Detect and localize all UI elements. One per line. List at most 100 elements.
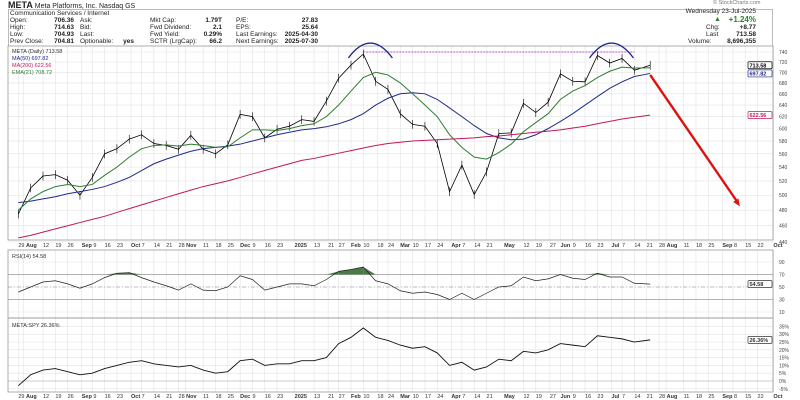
x-tick-label: 15 <box>745 394 751 400</box>
rsi-tag: 54.58 <box>750 282 764 288</box>
x-tick-label: 11 <box>203 243 209 249</box>
price-tag-box <box>747 69 773 78</box>
y-tick-label: 440 <box>779 240 788 246</box>
legend-item: MA(200) 622.56 <box>12 63 51 69</box>
field-label: Last Earnings: <box>236 31 278 38</box>
field-value: 704.81 <box>54 38 74 45</box>
x-tick-label: 14 <box>154 394 160 400</box>
y-tick-label: 50 <box>779 285 785 291</box>
x-tick-label: Feb <box>351 243 361 249</box>
x-tick-label: 10 <box>363 394 369 400</box>
relative-line <box>18 327 651 387</box>
x-tick-label: Apr <box>451 394 461 400</box>
x-tick-label: Sep <box>722 394 733 400</box>
x-tick-label: 9 <box>252 243 255 249</box>
x-tick-label: Jul <box>611 394 619 400</box>
x-tick-label: 22 <box>758 394 764 400</box>
field-label: Low: <box>10 31 24 38</box>
x-tick-label: 22 <box>758 243 764 249</box>
x-tick-label: 24 <box>437 243 443 249</box>
field-label: P/E: <box>236 17 249 24</box>
y-tick-label: 720 <box>779 60 788 66</box>
x-tick-label: Oct <box>773 243 782 249</box>
legend-item: META (Daily) 713.58 <box>12 49 62 55</box>
relative-tag: 26.36% <box>750 338 769 344</box>
price-series-3 <box>18 66 651 211</box>
field-value: 0.29% <box>203 31 222 38</box>
x-tick-label: Sep <box>722 243 733 249</box>
x-tick-label: 14 <box>634 394 640 400</box>
x-tick-label: May <box>504 243 516 249</box>
y-tick-label: 0% <box>779 379 787 385</box>
x-tick-label: 10 <box>363 243 369 249</box>
x-tick-label: 18 <box>377 394 383 400</box>
y-tick-label: 560 <box>779 152 788 158</box>
x-tick-label: 9 <box>573 243 576 249</box>
x-tick-label: Dec <box>240 394 250 400</box>
y-tick-label: 660 <box>779 92 788 98</box>
x-tick-label: 18 <box>377 243 383 249</box>
panel-border <box>7 317 774 393</box>
x-tick-label: 18 <box>696 394 702 400</box>
legend-item: EMA(21) 708.72 <box>12 70 52 76</box>
x-tick-label: 14 <box>474 243 480 249</box>
field-label: Open: <box>10 17 28 24</box>
y-tick-label: 25% <box>779 340 790 346</box>
field-label: Prev Close: <box>10 38 44 45</box>
field-label: Next Earnings: <box>236 38 279 45</box>
y-tick-label: 460 <box>779 224 788 230</box>
last-label: Last <box>706 31 719 38</box>
x-tick-label: 16 <box>105 243 111 249</box>
x-tick-label: 27 <box>550 243 556 249</box>
x-tick-label: 23 <box>277 243 283 249</box>
y-tick-label: 10% <box>779 363 790 369</box>
x-tick-label: 7 <box>462 243 465 249</box>
x-tick-label: 9 <box>93 394 96 400</box>
x-tick-label: 2025 <box>295 394 307 400</box>
arrow-head-icon <box>733 198 740 207</box>
x-tick-label: 25 <box>708 243 714 249</box>
panel-border <box>7 249 774 319</box>
x-tick-label: Aug <box>26 243 37 249</box>
x-tick-label: 15 <box>745 243 751 249</box>
x-tick-label: 24 <box>388 394 394 400</box>
field-label: Optionable: <box>80 38 114 45</box>
field-value: 1.79T <box>205 17 222 24</box>
x-tick-label: 27 <box>550 394 556 400</box>
field-value: 27.83 <box>301 17 318 24</box>
field-value: 25.64 <box>301 24 318 31</box>
x-tick-label: 23 <box>277 394 283 400</box>
field-value: yes <box>123 38 134 45</box>
x-tick-label: 12 <box>43 394 49 400</box>
rsi-tag-box <box>747 280 773 288</box>
y-tick-label: 70 <box>779 273 785 279</box>
x-tick-label: Aug <box>667 394 678 400</box>
rsi-legend: RSI(14) 54.58 <box>12 254 46 260</box>
x-tick-label: 8 <box>734 394 737 400</box>
x-tick-label: 12 <box>43 243 49 249</box>
x-tick-label: 14 <box>474 394 480 400</box>
y-tick-label: 680 <box>779 81 788 87</box>
exchange: Nasdaq GS <box>99 3 136 10</box>
price-tag: 622.56 <box>750 113 767 119</box>
x-tick-label: Jun <box>560 243 570 249</box>
field-label: EPS: <box>236 24 251 31</box>
top-arc <box>347 42 393 59</box>
company-name: Meta Platforms, Inc. <box>34 3 98 10</box>
field-value: 2025-04-30 <box>284 31 318 38</box>
y-tick-label: 500 <box>779 193 788 199</box>
x-tick-label: 10 <box>413 243 419 249</box>
field-value: 2025-07-30 <box>284 38 318 45</box>
x-tick-label: 24 <box>388 243 394 249</box>
x-tick-label: 13 <box>314 243 320 249</box>
x-tick-label: 12 <box>523 394 529 400</box>
y-tick-label: 20% <box>779 348 790 354</box>
watermark: © StockCharts.com <box>713 0 761 6</box>
field-value: 706.36 <box>54 17 74 24</box>
field-label: Fwd Dividend: <box>150 24 192 31</box>
x-tick-label: 7 <box>142 243 145 249</box>
header-box <box>8 9 773 46</box>
x-tick-label: 14 <box>634 243 640 249</box>
x-tick-label: 27 <box>339 243 345 249</box>
y-tick-label: 30% <box>779 332 790 338</box>
